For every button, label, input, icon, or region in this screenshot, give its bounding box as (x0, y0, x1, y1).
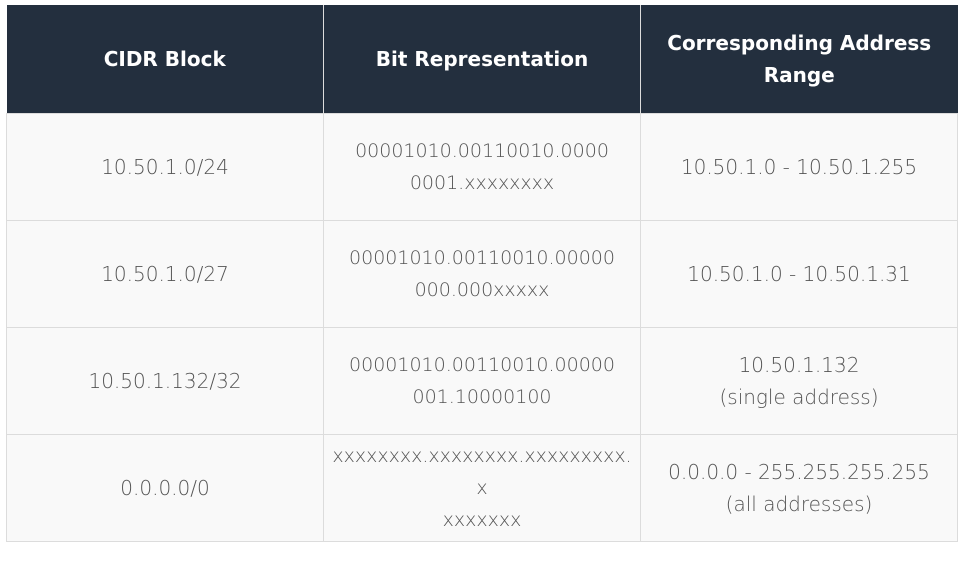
range-line: 0.0.0.0 - 255.255.255.255 (668, 460, 930, 484)
range-line: 10.50.1.0 - 10.50.1.31 (687, 262, 911, 286)
table-row: 0.0.0.0/0 xxxxxxxx.xxxxxxxx.xxxxxxxxx.x … (6, 434, 958, 542)
bits-line: 00001010.00110010.0000 (355, 140, 609, 162)
range-cell: 10.50.1.0 - 10.50.1.31 (640, 220, 958, 328)
table-header-row: CIDR Block Bit Representation Correspond… (6, 5, 958, 114)
cidr-table: CIDR Block Bit Representation Correspond… (6, 5, 958, 542)
range-cell: 10.50.1.0 - 10.50.1.255 (640, 113, 958, 221)
bits-line: xxxxxxx (442, 509, 522, 531)
bits-cell: 00001010.00110010.00000 000.000xxxxx (323, 220, 641, 328)
header-cidr-block: CIDR Block (6, 5, 324, 114)
range-cell: 10.50.1.132 (single address) (640, 327, 958, 435)
bits-line: 00001010.00110010.00000 (349, 354, 615, 376)
range-line: (all addresses) (725, 492, 873, 516)
range-line: 10.50.1.0 - 10.50.1.255 (680, 155, 918, 179)
header-address-range: Corresponding Address Range (640, 5, 958, 114)
cidr-cell: 10.50.1.0/24 (6, 113, 324, 221)
cidr-table-container: CIDR Block Bit Representation Correspond… (6, 5, 958, 542)
bits-cell: xxxxxxxx.xxxxxxxx.xxxxxxxxx.x xxxxxxx (323, 434, 641, 542)
cidr-cell: 10.50.1.132/32 (6, 327, 324, 435)
bits-line: 000.000xxxxx (414, 279, 550, 301)
bits-cell: 00001010.00110010.00000 001.10000100 (323, 327, 641, 435)
range-cell: 0.0.0.0 - 255.255.255.255 (all addresses… (640, 434, 958, 542)
bits-line: xxxxxxxx.xxxxxxxx.xxxxxxxxx.x (332, 445, 632, 499)
bits-line: 001.10000100 (412, 386, 552, 408)
bits-line: 0001.xxxxxxxx (409, 172, 555, 194)
cidr-cell: 0.0.0.0/0 (6, 434, 324, 542)
table-row: 10.50.1.0/27 00001010.00110010.00000 000… (6, 220, 958, 328)
range-line: (single address) (719, 385, 879, 409)
range-line: 10.50.1.132 (738, 353, 860, 377)
cidr-cell: 10.50.1.0/27 (6, 220, 324, 328)
table-row: 10.50.1.0/24 00001010.00110010.0000 0001… (6, 113, 958, 221)
bits-line: 00001010.00110010.00000 (349, 247, 615, 269)
header-bit-representation: Bit Representation (323, 5, 641, 114)
bits-cell: 00001010.00110010.0000 0001.xxxxxxxx (323, 113, 641, 221)
table-row: 10.50.1.132/32 00001010.00110010.00000 0… (6, 327, 958, 435)
